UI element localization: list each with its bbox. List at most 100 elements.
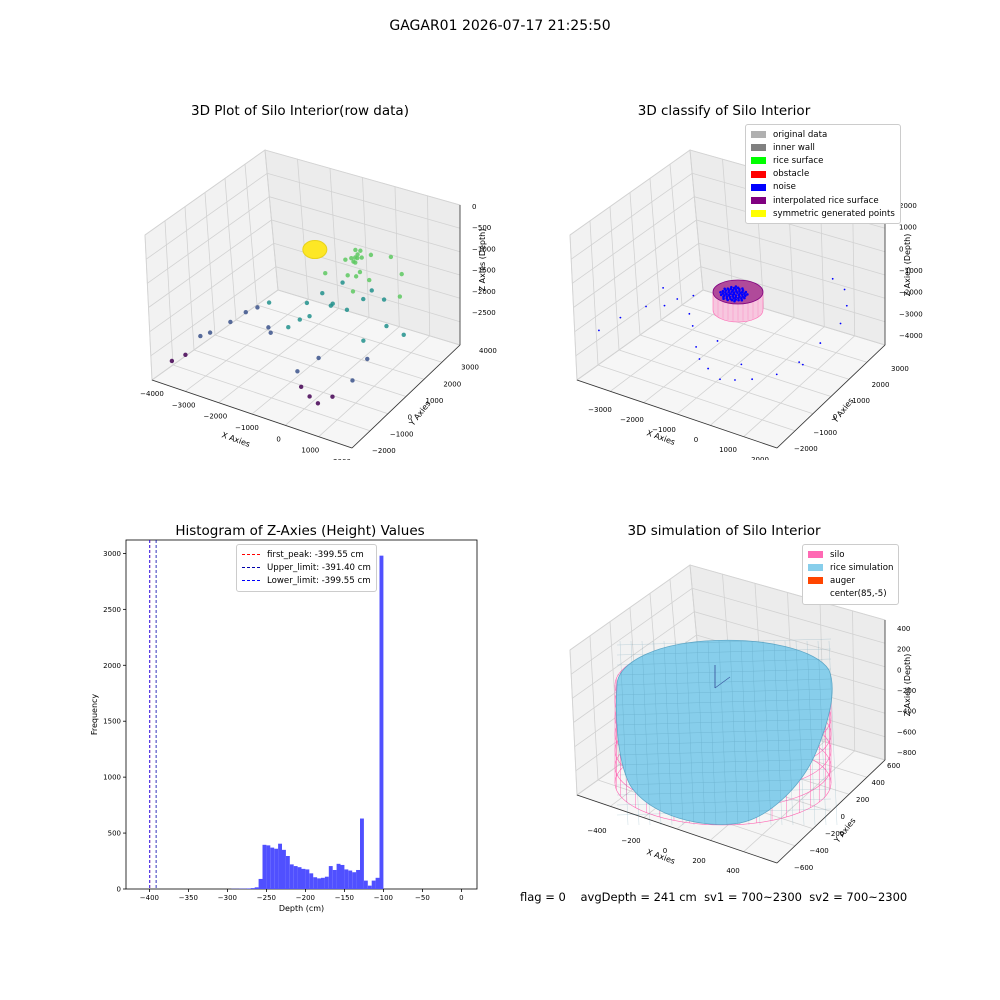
p2-noise-point — [688, 312, 691, 315]
p2-noise-point — [662, 286, 665, 289]
legend-label: obstacle — [773, 169, 810, 180]
p2-z-tick-label: −4000 — [899, 332, 923, 340]
p3-y-tick-label: 500 — [108, 830, 121, 838]
p4-z-tick-label: 400 — [897, 625, 910, 633]
legend-item: Lower_limit: -399.55 cm — [242, 574, 371, 587]
p4-rice-mesh — [616, 638, 838, 826]
panel1-title: 3D Plot of Silo Interior(row data) — [191, 103, 409, 119]
p3-y-tick-label: 1500 — [103, 718, 121, 726]
p2-noise-point — [843, 288, 846, 291]
p4-mesh-line-v — [828, 640, 838, 826]
p2-x-tick-label: 1000 — [719, 446, 737, 454]
p1-data-point — [381, 297, 387, 302]
legend-label: inner wall — [773, 142, 815, 153]
p2-noise-point — [676, 298, 679, 300]
p3-plot-frame — [125, 539, 478, 890]
p2-center-noise-point — [732, 291, 736, 294]
p3-x-tick-label: −100 — [374, 894, 393, 902]
legend-label: center(85,-5) — [830, 589, 887, 600]
p3-bar — [289, 864, 294, 889]
p2-noise-point — [798, 361, 801, 364]
p1-data-point — [350, 378, 355, 383]
footer-status: flag = 0 avgDepth = 241 cm sv1 = 700~230… — [520, 890, 907, 904]
p3-bar — [262, 844, 267, 889]
p4-z-tick-label: −600 — [897, 728, 916, 736]
p2-x-tick-label: 2000 — [751, 456, 769, 460]
p3-x-tick-label: −200 — [296, 894, 315, 902]
p2-center-noise-point — [734, 288, 738, 291]
p1-y-tick-label: 0 — [408, 414, 412, 422]
p2-zlabel: Z Axies (Depth) — [903, 234, 912, 297]
p2-y-tick-label: −2000 — [794, 445, 818, 453]
p1-data-point — [388, 254, 394, 260]
p1-data-point — [397, 294, 403, 299]
legend-swatch — [751, 170, 766, 178]
p4-z-tick-label: −800 — [897, 749, 916, 757]
p2-noise-point — [751, 378, 754, 381]
p1-data-point — [266, 300, 272, 305]
p1-y-tick-label: 1000 — [426, 397, 444, 405]
legend-item: noise — [751, 181, 895, 194]
p4-y-tick-label: 400 — [872, 779, 885, 787]
p4-x-axis-line — [576, 794, 778, 864]
p1-x-tick-label: 1000 — [301, 447, 319, 455]
p3-bar — [324, 876, 329, 889]
p2-noise-point — [845, 304, 848, 307]
p3-bar — [352, 872, 357, 889]
p1-data-point — [307, 394, 312, 399]
p4-mesh-line-h — [616, 728, 832, 736]
p1-data-point — [323, 270, 328, 276]
p4-mesh-line-h — [616, 718, 832, 726]
p2-noise-point — [831, 277, 834, 280]
p2-center-noise-point — [743, 296, 746, 300]
legend-label: auger — [830, 575, 855, 586]
p3-bar — [282, 849, 286, 889]
p3-bar — [246, 888, 251, 889]
legend-label: Upper_limit: -391.40 cm — [267, 562, 371, 573]
p2-noise-point — [839, 322, 842, 325]
p3-bar — [379, 555, 384, 889]
p3-bar — [293, 866, 298, 889]
p3-bar — [328, 866, 333, 889]
legend-label: silo — [830, 549, 845, 560]
p2-y-tick-label: −1000 — [813, 429, 837, 437]
p2-center-noise-point — [722, 297, 725, 301]
p1-y-tick-label: 2000 — [443, 380, 461, 388]
p4-mesh-line-h — [616, 638, 832, 646]
p3-bar — [340, 864, 345, 889]
legend-label: symmetric generated points — [773, 208, 895, 219]
p2-noise-point — [691, 325, 694, 327]
p4-mesh-line-v — [707, 640, 717, 826]
p1-data-point — [361, 338, 366, 343]
p2-y-tick-label: 1000 — [852, 397, 870, 405]
legend-item: interpolated rice surface — [751, 194, 895, 207]
p1-data-point — [268, 330, 273, 335]
legend-swatch — [751, 144, 766, 152]
p4-mesh-line-v — [773, 640, 783, 826]
p1-data-point — [359, 255, 364, 260]
p2-x-tick-label: −2000 — [620, 416, 644, 424]
p3-bar — [360, 818, 364, 889]
p2-center-noise-point — [726, 287, 730, 290]
p2-noise-point — [719, 378, 721, 381]
legend-label: first_peak: -399.55 cm — [267, 549, 364, 560]
p1-data-point — [353, 274, 359, 279]
p4-y-axis-line — [776, 759, 886, 864]
p1-data-point — [183, 352, 188, 357]
p4-y-tick-label: 0 — [841, 813, 845, 821]
p3-xlabel: Depth (cm) — [279, 904, 324, 913]
p3-y-tick-label: 2000 — [103, 662, 121, 670]
p1-data-point — [369, 288, 374, 293]
legend-swatch — [808, 551, 823, 559]
p3-y-tick-label: 1000 — [103, 774, 121, 782]
p2-noise-point — [692, 294, 695, 297]
p1-x-tick-label: −3000 — [172, 401, 196, 409]
p4-z-tick-label: 0 — [897, 666, 901, 674]
p1-z-tick-label: −1500 — [472, 267, 496, 275]
p1-x-axis-line — [151, 379, 353, 449]
p1-data-point — [286, 325, 291, 330]
p1-grid-y — [277, 289, 461, 346]
p4-z-tick-label: −400 — [897, 708, 916, 716]
p4-mesh-line-h — [616, 798, 832, 806]
p3-bar — [270, 847, 275, 889]
